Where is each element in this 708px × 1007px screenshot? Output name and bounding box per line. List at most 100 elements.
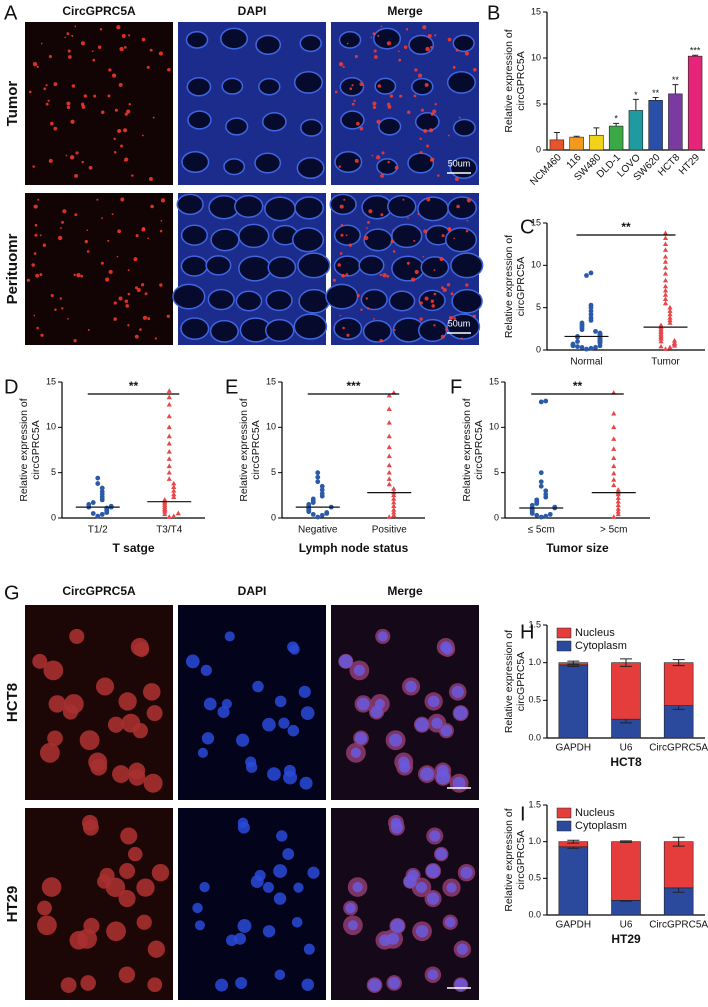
data-point	[166, 514, 172, 519]
signal-dot	[392, 229, 395, 232]
signal-dot	[141, 37, 146, 42]
signal-dot	[343, 198, 346, 201]
nucleus	[426, 892, 440, 905]
signal-dot	[48, 158, 53, 163]
bar	[628, 110, 644, 151]
gland	[340, 110, 365, 130]
nucleus	[215, 978, 229, 992]
signal-dot	[430, 46, 433, 49]
data-point	[386, 481, 392, 487]
signal-dot	[66, 32, 70, 36]
gland	[187, 110, 212, 130]
cell	[142, 683, 161, 701]
data-point	[579, 320, 585, 326]
data-point	[529, 502, 535, 508]
data-point	[95, 513, 101, 519]
signal-dot	[447, 134, 450, 137]
y-tick-label: 1.0	[528, 836, 541, 846]
signal-dot	[430, 112, 434, 116]
panel-label: C	[520, 216, 534, 238]
nucleus	[262, 925, 276, 938]
gland	[407, 152, 435, 174]
y-axis-label: circGPRC5A	[515, 652, 527, 712]
nucleus	[287, 724, 300, 737]
signal-dot	[442, 287, 447, 292]
nucleus	[398, 756, 410, 768]
data-point	[671, 340, 678, 346]
data-point	[386, 469, 392, 475]
signal-dot	[36, 326, 39, 330]
significance-label: **	[621, 220, 631, 234]
signal-dot	[32, 61, 38, 67]
signal-dot	[424, 296, 429, 301]
data-point	[171, 480, 177, 486]
nucleus	[262, 717, 276, 732]
bar-segment	[611, 662, 641, 720]
nucleus	[287, 641, 299, 653]
gland	[209, 319, 239, 343]
nucleus	[274, 695, 287, 708]
significance-label: **	[129, 379, 139, 393]
signal-dot	[125, 304, 129, 308]
x-tick-label: T3/T4	[156, 525, 183, 536]
y-tick-label: 5	[536, 302, 541, 312]
data-point	[611, 424, 617, 430]
signal-dot	[75, 151, 79, 155]
data-point	[611, 477, 617, 482]
signal-dot	[414, 68, 418, 72]
nucleus	[456, 943, 468, 955]
signal-dot	[62, 209, 67, 214]
signal-dot	[405, 28, 409, 31]
signal-dot	[432, 109, 437, 114]
gland	[254, 152, 282, 174]
data-point	[391, 503, 397, 509]
signal-dot	[456, 204, 460, 209]
signal-dot	[105, 277, 110, 282]
micrograph	[25, 193, 173, 345]
signal-dot	[351, 84, 354, 87]
data-point	[90, 511, 96, 516]
data-point	[391, 496, 397, 501]
nucleus	[377, 631, 388, 642]
gland	[267, 256, 297, 279]
signal-dot	[53, 82, 58, 87]
signal-dot	[101, 217, 103, 220]
row-label: Tumor	[4, 81, 21, 127]
data-point	[534, 497, 540, 503]
signal-dot	[113, 150, 117, 154]
nucleus	[378, 934, 391, 947]
signal-dot	[367, 307, 370, 310]
gland	[450, 252, 484, 279]
panel-label: E	[225, 376, 238, 398]
nucleus	[452, 776, 466, 790]
data-point	[166, 456, 172, 461]
nucleus	[237, 821, 250, 834]
signal-dot	[340, 233, 344, 237]
data-point	[588, 302, 594, 308]
cell	[118, 890, 136, 908]
signal-dot	[108, 68, 112, 72]
cell	[41, 877, 62, 897]
nucleus	[300, 706, 315, 720]
signal-dot	[118, 82, 123, 87]
signal-dot	[128, 103, 131, 106]
y-tick-label: 10	[46, 422, 56, 432]
signal-dot	[69, 155, 75, 160]
signal-dot	[61, 220, 64, 224]
y-tick-label: 10	[531, 52, 541, 62]
signal-dot	[93, 94, 97, 98]
gland	[180, 317, 210, 340]
signal-dot	[406, 110, 411, 115]
data-point	[579, 345, 585, 350]
cell	[95, 677, 115, 696]
signal-dot	[124, 299, 129, 304]
nucleus	[350, 747, 361, 758]
signal-dot	[31, 263, 35, 267]
data-point	[538, 399, 544, 405]
data-point	[306, 502, 312, 507]
gland	[235, 290, 263, 312]
signal-dot	[359, 82, 364, 87]
nucleus	[429, 830, 441, 842]
signal-dot	[441, 234, 445, 238]
gland	[325, 283, 359, 310]
